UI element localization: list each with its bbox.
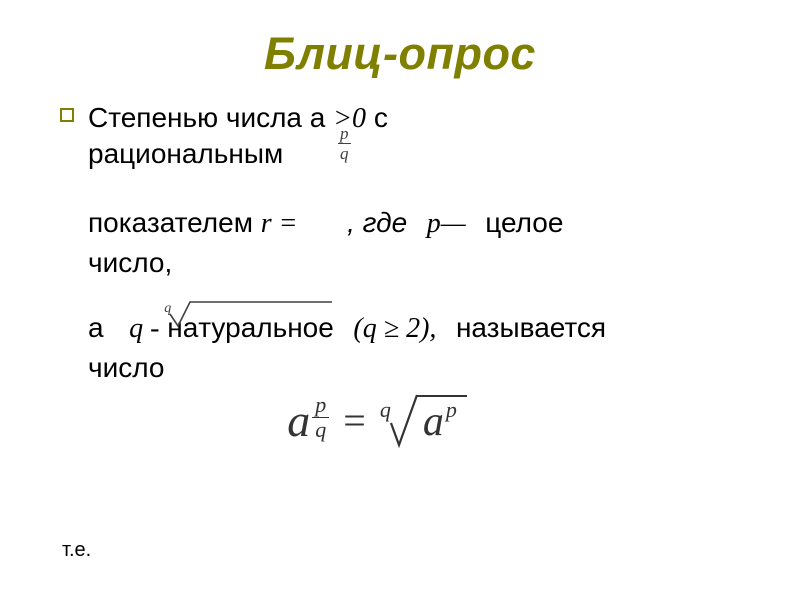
definition-equation: a p q = q a [148, 393, 606, 449]
text: Степенью числа а [88, 102, 325, 133]
radicand-exponent: p [446, 399, 457, 421]
text: показателем [88, 207, 253, 238]
slide-body: Степенью числа а >0 с рациональным p q п… [0, 100, 800, 449]
r-equals: r = [261, 208, 298, 239]
equation-rhs: q a p [380, 393, 467, 449]
equation-lhs: a p q [287, 398, 329, 444]
text: называется [456, 312, 606, 343]
line-3: а q - на q туральное (q ≥ 2), называется [88, 290, 606, 346]
text: целое [485, 207, 563, 238]
line-2b: число, [88, 245, 606, 280]
p-dash: p— [427, 208, 466, 239]
inline-radical-overlay: q туральное [198, 310, 334, 345]
text: , где [347, 207, 407, 238]
text: с [374, 102, 388, 133]
q-ge-2: (q ≥ 2), [353, 313, 436, 344]
q-dash: q - [129, 313, 159, 344]
text: на [167, 312, 198, 343]
radical-icon [389, 393, 419, 449]
radicand-base: a [423, 401, 444, 443]
text: а [88, 312, 104, 343]
bullet-icon [60, 108, 74, 122]
line-2-wrap: p q показателем r = , где p— целое число… [88, 175, 606, 280]
text: туральное [198, 312, 334, 343]
te-label: т.е. [62, 539, 91, 562]
equals-sign: = [343, 401, 366, 441]
slide-title: Блиц-опрос [0, 0, 800, 100]
line-3b: число [88, 350, 606, 385]
lhs-base: a [287, 398, 310, 444]
root-index: q [380, 396, 391, 424]
line-2: показателем r = , где p— целое [88, 175, 606, 241]
fraction-p-over-q-upper: p q [338, 123, 351, 162]
radicand: a p [417, 395, 467, 449]
lhs-exponent: p q [312, 394, 329, 441]
